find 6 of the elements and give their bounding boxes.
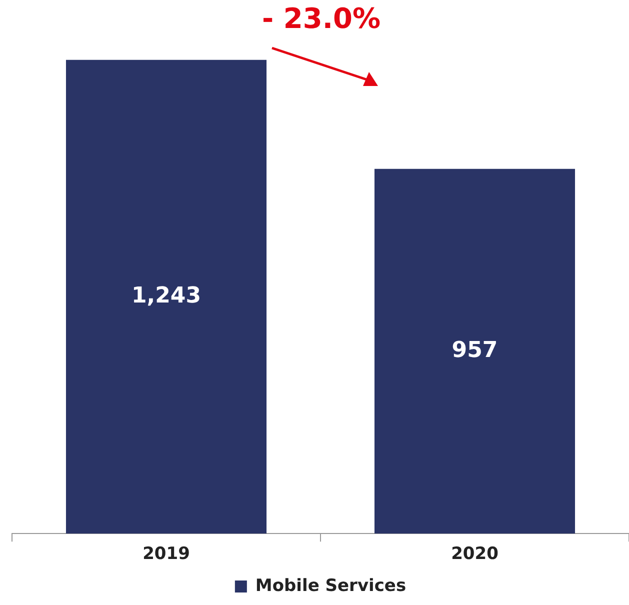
- x-tick-label: 2020: [451, 544, 499, 564]
- legend-label: Mobile Services: [255, 576, 406, 596]
- data-label: 957: [452, 338, 498, 363]
- data-label: 1,243: [131, 283, 202, 308]
- text: - 23.0%: [262, 2, 381, 35]
- x-tick-label: 2019: [142, 544, 190, 564]
